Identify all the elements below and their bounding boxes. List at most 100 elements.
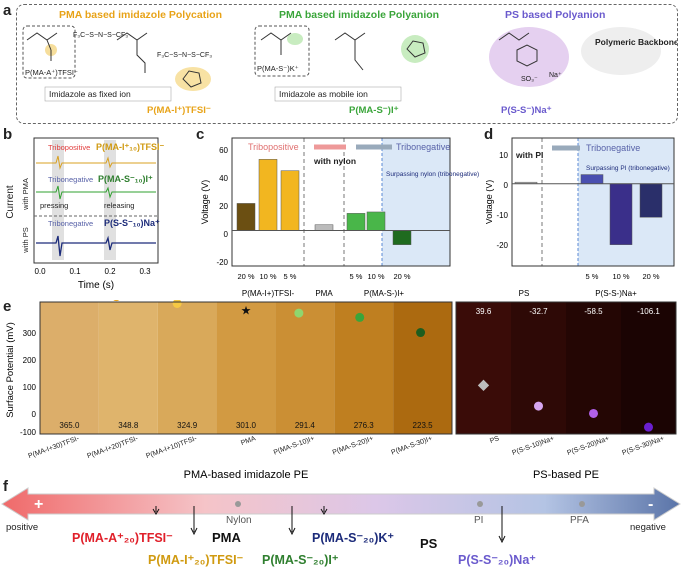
pi-label: PI (474, 515, 483, 526)
e-marker-ps-4 (644, 422, 653, 432)
b-ylabel: Current (5, 185, 16, 219)
e-tile-pma-4 (216, 302, 276, 434)
c-bar-4 (314, 224, 334, 231)
e-label-pma-5: P(MA-S-10)I+ (273, 435, 316, 456)
positive-label: positive (6, 522, 38, 533)
trace3-line (36, 235, 156, 257)
nylon-label: Nylon (226, 515, 252, 526)
tribonegative-d: Tribonegative (586, 143, 640, 153)
e-marker-pma-2 (113, 300, 120, 302)
pi-marker (477, 501, 483, 507)
panel-label-e: e (3, 298, 12, 315)
panel-e-svg: 365.0 P(MA-I+30)TFSI- 348.8 P(MA-I+20)TFSI-… (5, 300, 677, 480)
surpass-pi: Surpassing PI (tribonegative) (586, 165, 670, 172)
with-pma-label: with PMA (21, 178, 30, 211)
e-ytick-m100: -100 (20, 428, 37, 437)
c-pct-5: 10 % (367, 272, 384, 281)
d-ytick-m20: -20 (496, 241, 508, 250)
d-group-2: P(S-S-)Na+ (595, 289, 637, 298)
panel-d-svg: with PI Tribonegative Surpassing PI (tri… (486, 137, 675, 298)
box-label-1: P(MA-A⁺)TFSI⁻ (25, 68, 78, 77)
panel-label-c: c (196, 126, 205, 143)
e-marker-pma-6 (355, 312, 365, 322)
note-fixed-ion-box (44, 86, 172, 102)
marker-bottom-2 (288, 506, 296, 536)
trace3-tag: Tribonegative (48, 219, 93, 228)
d-bar-4 (639, 183, 663, 218)
e-tile-pma-1 (40, 302, 99, 434)
e-label-pma-2: P(MA-I+20)TFSI- (86, 435, 139, 460)
title-polyanion: PMA based imidazole Polyanion (279, 9, 439, 21)
name-ps-polyanion: P(S-S⁻)Na⁺ (501, 105, 552, 116)
panel-a-svg: PMA based imidazole Polycation PMA based… (22, 9, 681, 116)
e-marker-ps-2 (534, 401, 543, 411)
pfa-label: PFA (570, 515, 589, 526)
e-tile-pma-5 (275, 302, 335, 434)
tfsi-anion: F₃C−S−N−S−CF₃ (73, 32, 128, 39)
e-star-marker: ★ (241, 303, 252, 317)
e-tile-ps-4 (621, 302, 676, 434)
c-ytick-40: 40 (219, 174, 228, 183)
e-label-ps-1: PS (489, 435, 500, 445)
e-ytick-200: 200 (23, 356, 37, 365)
f-top-label-3: P(MA-S⁻₂₀)K⁺ (312, 531, 394, 545)
e-tile-pma-7 (393, 302, 452, 434)
e-ytick-100: 100 (23, 383, 37, 392)
switch-text: Polymeric Backbone switching (595, 37, 677, 47)
e-label-pma-3: P(MA-I+10)TFSI- (145, 435, 198, 460)
panel-label-a: a (3, 2, 12, 19)
d-pct-2: 10 % (612, 272, 629, 281)
c-pct-6: 20 % (393, 272, 410, 281)
b-xtick-1: 0.1 (69, 267, 81, 276)
d-yticks: 10 0 -10 -20 (496, 151, 508, 250)
c-pct-4: 5 % (350, 272, 363, 281)
box-fixed-ion (22, 25, 76, 79)
c-bar-1 (236, 203, 256, 231)
d-bar-group (512, 174, 674, 245)
e-value-pma-5: 291.4 (295, 421, 316, 430)
imidazolium-mobile-highlight (401, 35, 429, 63)
name-polycation: P(MA-I⁺)TFSI⁻ (147, 105, 211, 116)
tribonegative-c: Tribonegative (396, 142, 450, 152)
with-ps-label: with PS (21, 227, 30, 253)
triboelectric-series-arrow (1, 487, 681, 521)
title-polycation: PMA based imidazole Polycation (59, 9, 222, 21)
marker-top-2 (320, 506, 328, 515)
d-bar-3 (609, 183, 633, 245)
d-ylabel: Voltage (V) (486, 180, 494, 225)
e-yticks: 300 200 100 0 -100 (20, 329, 37, 437)
surpass-region-c (382, 138, 450, 266)
trace2-name: P(MA-S⁻₁₀)I⁺ (98, 174, 153, 184)
e-ytick-0: 0 (32, 410, 37, 419)
nylon-marker (235, 501, 241, 507)
e-tile-pma-6 (334, 302, 394, 434)
release-band (104, 140, 116, 260)
trace3-name: P(S-S⁻₁₀)Na⁺ (104, 218, 160, 228)
note-mobile-ion: Imidazole as mobile ion (279, 89, 368, 99)
e-tile-pma-2 (98, 302, 158, 434)
c-bar-7 (392, 230, 412, 245)
e-group-pma: PMA-based imidazole PE (184, 469, 309, 480)
b-xlabel: Time (s) (78, 280, 114, 291)
d-ytick-0: 0 (504, 181, 509, 190)
tribopositive-c: Tribopositive (248, 142, 299, 152)
b-xtick-2: 0.2 (104, 267, 116, 276)
c-ytick-60: 60 (219, 146, 228, 155)
c-bar-group (232, 159, 450, 245)
c-ytick-20: 20 (219, 202, 228, 211)
b-xtick-3: 0.3 (139, 267, 151, 276)
benzene-ring (516, 44, 538, 67)
c-pct-2: 10 % (259, 272, 276, 281)
f-bottom-label-2: P(MA-S⁻₂₀)I⁺ (262, 553, 339, 567)
switch-highlight (581, 27, 661, 75)
e-marker-pma-7 (416, 328, 426, 338)
e-ylabel: Surface Potential (mV) (5, 322, 16, 418)
panel-f-svg: + - positive negative Nylon PI PFA P(MA-… (1, 487, 681, 567)
e-marker-ps-3 (589, 408, 598, 418)
c-ytick-0: 0 (224, 230, 229, 239)
negative-label: negative (630, 522, 666, 533)
backbone-b1 (260, 32, 292, 55)
c-bar-3 (280, 170, 300, 231)
plot-frame-b (33, 137, 159, 264)
d-pct-3: 20 % (642, 272, 659, 281)
